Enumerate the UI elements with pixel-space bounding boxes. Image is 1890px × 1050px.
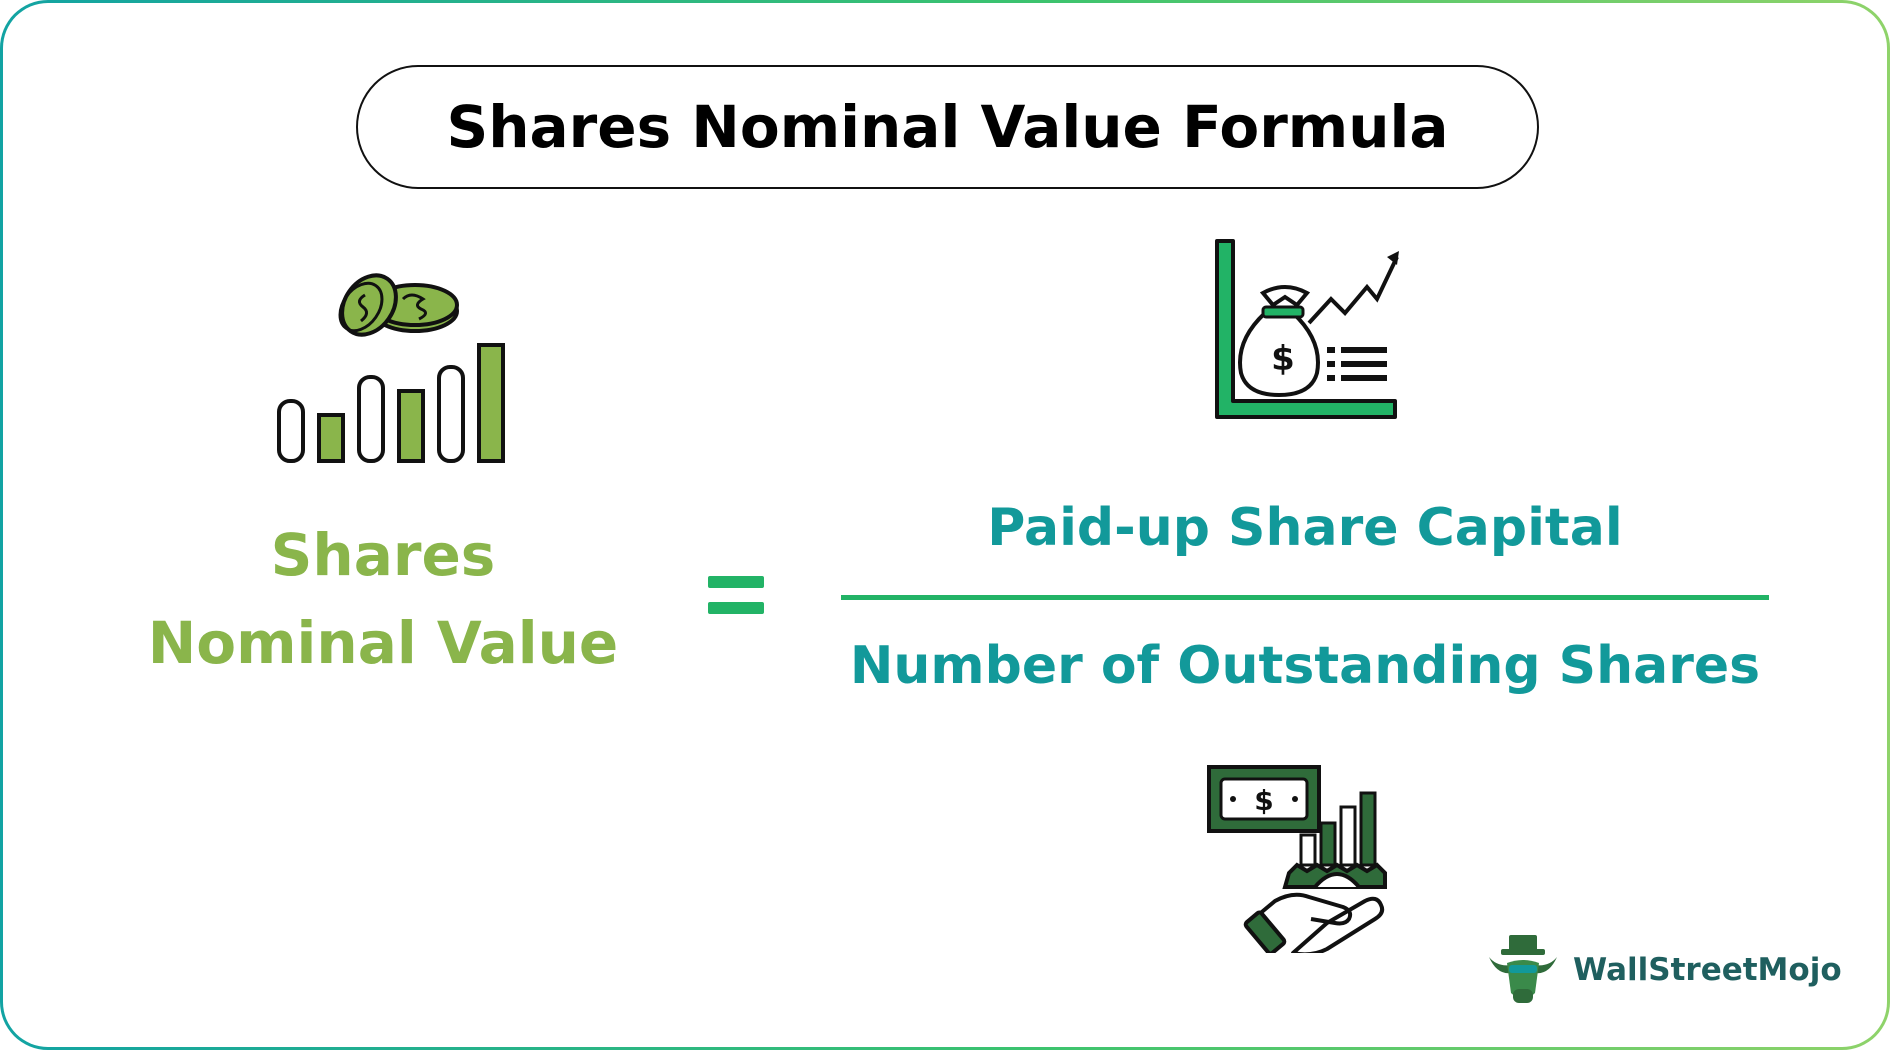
lhs-label: Shares Nominal Value bbox=[93, 511, 673, 687]
denominator-label: Number of Outstanding Shares bbox=[849, 636, 1761, 696]
hand-money-gear-icon: $ bbox=[1207, 765, 1387, 953]
svg-text:$: $ bbox=[1254, 784, 1273, 817]
bull-logo-icon bbox=[1489, 935, 1557, 1003]
lhs-line-2: Nominal Value bbox=[147, 609, 619, 677]
money-bag-growth-chart-icon: $ bbox=[1215, 239, 1399, 419]
logo-text: WallStreetMojo bbox=[1573, 952, 1842, 988]
equals-sign bbox=[708, 576, 764, 616]
coins-bar-chart-icon bbox=[277, 273, 505, 463]
fraction-line bbox=[841, 595, 1769, 600]
lhs-line-1: Shares bbox=[270, 521, 496, 589]
page-title: Shares Nominal Value Formula bbox=[356, 65, 1539, 189]
numerator-label: Paid-up Share Capital bbox=[987, 498, 1623, 558]
brand-logo: WallStreetMojo bbox=[1483, 933, 1842, 1007]
svg-text:$: $ bbox=[1271, 339, 1295, 379]
